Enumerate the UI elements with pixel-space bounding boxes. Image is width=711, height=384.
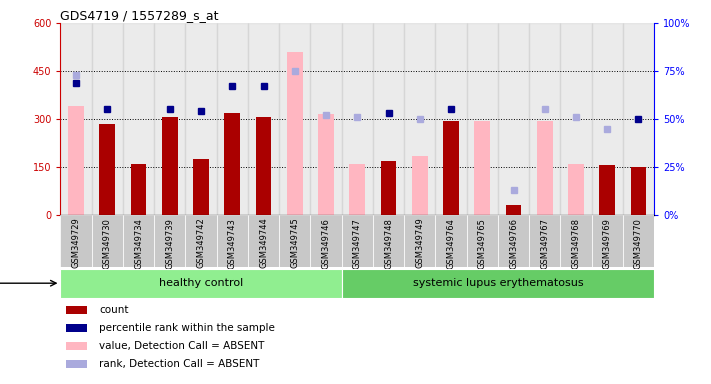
- Bar: [537, 121, 552, 215]
- Bar: [404, 23, 435, 215]
- Bar: [350, 164, 365, 215]
- Bar: [623, 215, 654, 267]
- Bar: [466, 23, 498, 215]
- Text: GSM349767: GSM349767: [540, 218, 550, 269]
- Bar: [443, 121, 459, 215]
- Bar: [412, 156, 427, 215]
- Text: value, Detection Call = ABSENT: value, Detection Call = ABSENT: [99, 341, 264, 351]
- Text: GSM349770: GSM349770: [634, 218, 643, 268]
- Bar: [68, 106, 84, 215]
- Bar: [506, 205, 521, 215]
- Bar: [319, 114, 334, 215]
- Bar: [498, 215, 529, 267]
- Bar: [217, 23, 248, 215]
- Bar: [373, 215, 404, 267]
- Bar: [154, 23, 186, 215]
- Text: percentile rank within the sample: percentile rank within the sample: [99, 323, 275, 333]
- Text: GSM349766: GSM349766: [509, 218, 518, 269]
- Text: healthy control: healthy control: [159, 278, 243, 288]
- Bar: [529, 23, 560, 215]
- Bar: [373, 23, 404, 215]
- Bar: [248, 23, 279, 215]
- Bar: [123, 215, 154, 267]
- Bar: [279, 23, 311, 215]
- Bar: [560, 215, 592, 267]
- Bar: [466, 215, 498, 267]
- Bar: [279, 215, 311, 267]
- Text: GSM349729: GSM349729: [72, 218, 80, 268]
- Bar: [311, 23, 342, 215]
- Bar: [186, 215, 217, 267]
- Text: GSM349747: GSM349747: [353, 218, 362, 268]
- Text: GSM349765: GSM349765: [478, 218, 487, 268]
- Text: GSM349769: GSM349769: [603, 218, 611, 268]
- Bar: [623, 23, 654, 215]
- Bar: [435, 215, 466, 267]
- Text: GDS4719 / 1557289_s_at: GDS4719 / 1557289_s_at: [60, 9, 219, 22]
- Bar: [529, 215, 560, 267]
- Text: GSM349743: GSM349743: [228, 218, 237, 268]
- Bar: [592, 23, 623, 215]
- Bar: [599, 166, 615, 215]
- Bar: [631, 167, 646, 215]
- Text: GSM349734: GSM349734: [134, 218, 143, 268]
- Text: GSM349746: GSM349746: [321, 218, 331, 268]
- Bar: [560, 23, 592, 215]
- Bar: [186, 23, 217, 215]
- Text: GSM349749: GSM349749: [415, 218, 424, 268]
- Bar: [498, 23, 529, 215]
- Bar: [162, 118, 178, 215]
- Bar: [435, 23, 466, 215]
- Bar: [568, 164, 584, 215]
- Bar: [287, 52, 303, 215]
- Bar: [66, 306, 87, 314]
- Bar: [592, 215, 623, 267]
- Bar: [60, 23, 92, 215]
- Bar: [66, 324, 87, 332]
- Bar: [474, 121, 490, 215]
- Text: GSM349768: GSM349768: [572, 218, 580, 269]
- Bar: [60, 269, 342, 298]
- Bar: [131, 164, 146, 215]
- Bar: [225, 113, 240, 215]
- Bar: [154, 215, 186, 267]
- Text: rank, Detection Call = ABSENT: rank, Detection Call = ABSENT: [99, 359, 260, 369]
- Bar: [342, 215, 373, 267]
- Bar: [404, 215, 435, 267]
- Bar: [217, 215, 248, 267]
- Text: GSM349742: GSM349742: [196, 218, 205, 268]
- Text: GSM349730: GSM349730: [103, 218, 112, 268]
- Bar: [92, 215, 123, 267]
- Bar: [248, 215, 279, 267]
- Bar: [342, 269, 654, 298]
- Bar: [256, 118, 272, 215]
- Bar: [92, 23, 123, 215]
- Text: systemic lupus erythematosus: systemic lupus erythematosus: [412, 278, 583, 288]
- Text: GSM349764: GSM349764: [447, 218, 456, 268]
- Bar: [311, 215, 342, 267]
- Text: GSM349748: GSM349748: [384, 218, 393, 268]
- Bar: [123, 23, 154, 215]
- Text: count: count: [99, 305, 129, 315]
- Text: GSM349739: GSM349739: [165, 218, 174, 268]
- Text: GSM349745: GSM349745: [290, 218, 299, 268]
- Bar: [342, 23, 373, 215]
- Bar: [66, 360, 87, 368]
- Bar: [66, 342, 87, 350]
- Bar: [380, 161, 396, 215]
- Bar: [60, 215, 92, 267]
- Text: GSM349744: GSM349744: [259, 218, 268, 268]
- Bar: [193, 159, 209, 215]
- Bar: [100, 124, 115, 215]
